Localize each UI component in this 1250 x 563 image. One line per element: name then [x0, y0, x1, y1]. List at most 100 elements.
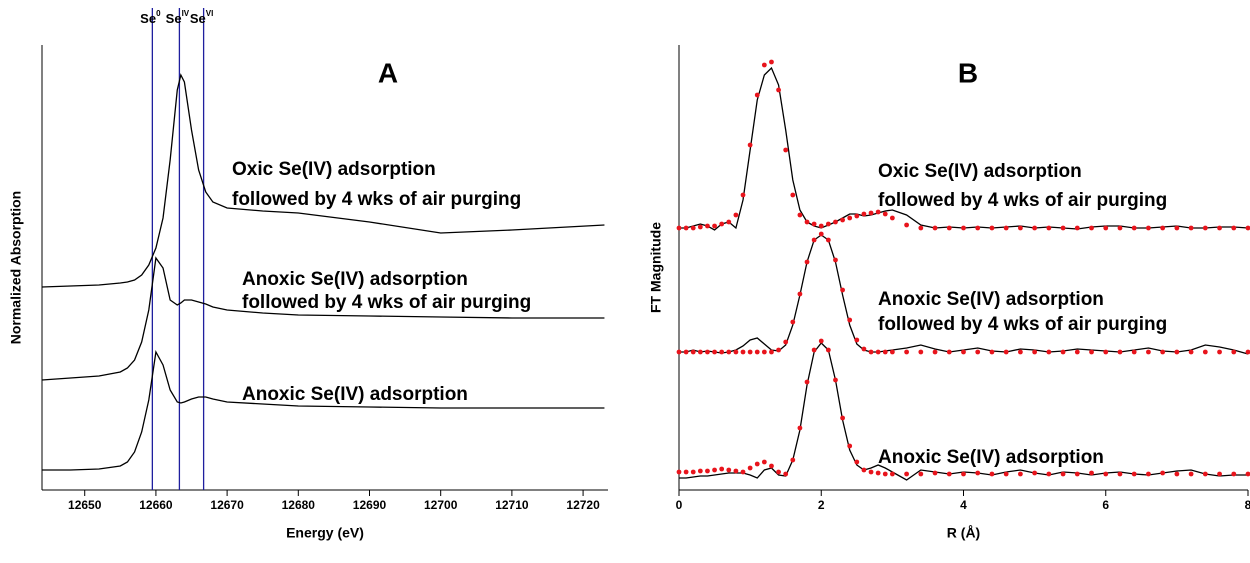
fit-point	[1174, 349, 1180, 355]
fit-point	[769, 59, 774, 65]
fit-point	[1146, 225, 1151, 231]
fit-point	[790, 192, 796, 198]
x-tick-label: 12680	[282, 498, 316, 512]
fit-point	[740, 469, 746, 475]
fit-point	[847, 317, 853, 323]
fit-point	[1217, 225, 1222, 231]
fit-point	[1117, 225, 1123, 231]
y-axis-title: Normalized Absorption	[8, 191, 24, 345]
fit-point	[797, 425, 803, 431]
x-tick-label: 4	[960, 498, 967, 512]
fit-point	[918, 349, 924, 355]
fit-point	[861, 346, 867, 352]
fit-point	[754, 461, 760, 467]
fit-point	[861, 467, 867, 473]
fit-point	[683, 225, 689, 231]
fit-point	[854, 459, 860, 465]
fit-point	[740, 192, 746, 198]
x-tick-label: 12670	[210, 498, 244, 512]
fit-point	[1103, 225, 1109, 231]
fit-point	[761, 62, 767, 68]
fit-point	[932, 225, 938, 231]
fit-point	[790, 457, 796, 463]
fit-point	[932, 349, 938, 355]
fit-point	[811, 237, 817, 243]
fit-point	[1131, 471, 1137, 477]
fit-point	[705, 468, 710, 474]
fit-point	[1060, 225, 1066, 231]
fit-point	[868, 349, 874, 355]
fit-point	[961, 349, 966, 355]
fit-point	[776, 87, 781, 93]
data-line	[42, 349, 605, 471]
reference-label-base: Se	[166, 11, 182, 26]
fit-point	[961, 225, 966, 231]
fit-point	[761, 349, 767, 355]
fit-point	[1074, 225, 1080, 231]
fit-point	[1146, 471, 1151, 477]
reference-label: SeVI	[190, 9, 213, 26]
fit-point	[690, 225, 696, 231]
fit-point	[1146, 349, 1151, 355]
fit-point	[1089, 470, 1094, 476]
fit-point	[811, 221, 817, 227]
fit-point	[975, 225, 981, 231]
fit-point	[1074, 349, 1080, 355]
fit-point	[918, 225, 924, 231]
fit-point	[975, 349, 981, 355]
reference-label: Se0	[140, 9, 161, 26]
fit-point	[1160, 225, 1166, 231]
fit-point	[904, 471, 909, 477]
fit-point	[946, 471, 952, 477]
x-tick-label: 8	[1245, 498, 1250, 512]
panel-title: B	[958, 57, 978, 88]
x-tick-label: 0	[676, 498, 683, 512]
fit-point	[1046, 471, 1052, 477]
x-tick-label: 12650	[68, 498, 102, 512]
fit-point	[875, 470, 881, 476]
x-tick-label: 6	[1102, 498, 1109, 512]
fit-point	[833, 257, 838, 263]
fit-point	[889, 349, 895, 355]
fit-point	[747, 465, 753, 471]
fit-point	[1202, 349, 1208, 355]
x-axis-title: Energy (eV)	[286, 525, 364, 541]
fit-point	[1160, 470, 1166, 476]
fit-point	[747, 142, 753, 148]
fit-point	[1217, 349, 1222, 355]
fit-point	[1117, 349, 1123, 355]
fit-point	[882, 349, 888, 355]
fit-point	[868, 469, 874, 475]
fit-point	[790, 319, 796, 325]
fit-point	[697, 468, 703, 474]
fit-point	[769, 463, 774, 469]
fit-point	[818, 338, 824, 344]
fit-point	[818, 231, 824, 237]
fit-point	[697, 224, 703, 230]
fit-point	[1103, 349, 1109, 355]
annotation: Oxic Se(IV) adsorption	[878, 161, 1082, 182]
x-tick-label: 12660	[139, 498, 173, 512]
fit-point	[875, 349, 881, 355]
annotation: Anoxic Se(IV) adsorption	[242, 384, 468, 405]
fit-point	[854, 213, 860, 219]
annotation: Anoxic Se(IV) adsorption	[242, 269, 468, 290]
x-tick-label: 12720	[566, 498, 600, 512]
fit-point	[904, 349, 909, 355]
fit-point	[989, 471, 995, 477]
fit-point	[818, 223, 824, 229]
panel-title: A	[378, 57, 398, 88]
reference-label-sup: 0	[156, 9, 161, 18]
fit-point	[840, 287, 845, 293]
fit-point	[712, 467, 717, 473]
annotation: Anoxic Se(IV) adsorption	[878, 289, 1104, 310]
fit-point	[854, 337, 860, 343]
fit-point	[825, 347, 831, 353]
fit-point	[747, 349, 753, 355]
fit-point	[1160, 349, 1166, 355]
fit-point	[804, 259, 810, 265]
reference-label: SeIV	[166, 9, 190, 26]
fit-point	[889, 471, 895, 477]
fit-point	[705, 223, 710, 229]
